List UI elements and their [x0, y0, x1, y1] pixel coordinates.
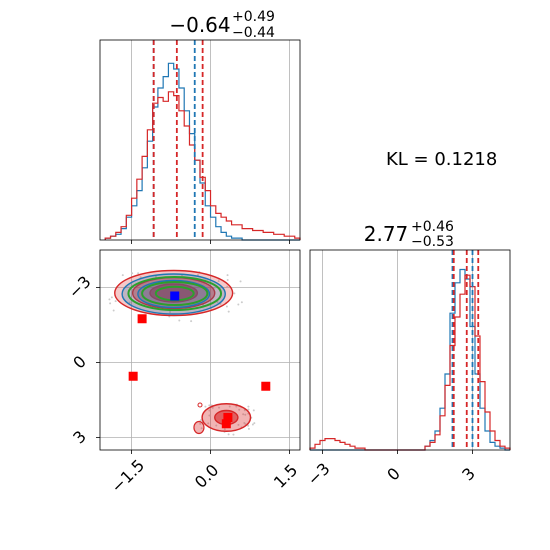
sample-point [253, 422, 256, 425]
sample-point [227, 433, 230, 436]
sample-point [217, 280, 220, 283]
truth-marker-red [223, 413, 233, 422]
sample-point [178, 319, 181, 322]
y-tick-label: 3 [69, 427, 90, 448]
sample-point [211, 406, 214, 409]
sample-point [114, 300, 117, 303]
y-tick-label: 0 [69, 352, 90, 373]
sample-point [112, 309, 115, 312]
sample-point [237, 303, 240, 306]
x-tick-label: 3 [458, 464, 479, 485]
sample-point [199, 419, 202, 422]
sample-point [121, 274, 124, 277]
sample-point [223, 428, 226, 431]
sample-point [226, 278, 229, 281]
sample-point [208, 409, 211, 412]
sample-point [227, 310, 230, 313]
y-tick-label: −3 [65, 272, 95, 302]
green-contour-level [127, 276, 223, 311]
sample-point [208, 414, 211, 417]
kl-divergence-label: KL = 0.1218 [386, 149, 497, 170]
sample-point [110, 296, 113, 299]
histogram-panel-param1: 2.77 +0.46 −0.53 −3 0 3 [304, 219, 511, 489]
histogram-series-red [309, 274, 511, 451]
sample-point [208, 404, 211, 407]
sample-point [218, 406, 221, 409]
x-tick-label: 0.0 [191, 460, 222, 491]
sample-point [251, 423, 254, 426]
title-param1-minus: −0.53 [411, 234, 454, 250]
title-param0: −0.64 [169, 13, 230, 37]
axes-frame [99, 39, 301, 241]
sample-point [228, 405, 231, 408]
title-param1-plus: +0.46 [411, 219, 454, 235]
sample-point [233, 292, 236, 295]
x-tick-label: 0 [383, 464, 404, 485]
sample-point [243, 422, 246, 425]
sample-point [244, 413, 247, 416]
x-tick-label: 1.5 [270, 460, 301, 491]
sample-point [226, 274, 229, 277]
sample-point [137, 272, 140, 275]
sample-point [131, 272, 134, 275]
sample-point [128, 301, 131, 304]
sample-point [242, 413, 245, 416]
red-contour-island [193, 420, 205, 435]
sample-point [139, 276, 142, 279]
x-tick-label: −3 [304, 459, 334, 489]
sample-point [237, 423, 240, 426]
sample-point [247, 427, 250, 430]
truth-marker-red [137, 314, 147, 324]
sample-point [204, 405, 207, 408]
sample-point [240, 301, 243, 304]
title-param1-median: 2.77 [364, 222, 409, 246]
sample-point [169, 310, 172, 313]
sample-point [238, 408, 241, 411]
sample-point [213, 286, 216, 289]
histogram-panel-param0: −0.64 +0.49 −0.44 [99, 9, 301, 244]
truth-marker-red [261, 381, 271, 391]
axes-frame [99, 249, 301, 451]
sample-point [247, 424, 250, 427]
sample-point [247, 405, 250, 408]
title-param0-median: −0.64 [169, 13, 230, 37]
sample-point [109, 302, 112, 305]
truth-marker-blue [170, 291, 180, 301]
sample-point [235, 405, 238, 408]
truth-marker-red [221, 419, 231, 429]
red-contour-island [197, 402, 203, 408]
sample-point [232, 433, 235, 436]
axes-frame [309, 249, 511, 451]
green-contour-level [141, 281, 209, 306]
sample-point [226, 285, 229, 288]
truth-marker-red [128, 371, 138, 381]
sample-point [108, 298, 111, 301]
sample-point [215, 424, 218, 427]
sample-point [190, 320, 193, 323]
sample-point [199, 422, 202, 425]
sample-point [247, 408, 250, 411]
sample-point [200, 427, 203, 430]
title-param1: 2.77 [364, 222, 409, 246]
sample-point [225, 305, 228, 308]
contour-panel: −1.5 0.0 1.5 3 0 −3 [65, 249, 301, 497]
title-param0-minus: −0.44 [232, 25, 275, 41]
sample-point [239, 280, 242, 283]
sample-point [252, 409, 255, 412]
title-param0-plus: +0.49 [232, 9, 275, 25]
sample-point [207, 422, 210, 425]
x-tick-label: −1.5 [107, 456, 148, 497]
